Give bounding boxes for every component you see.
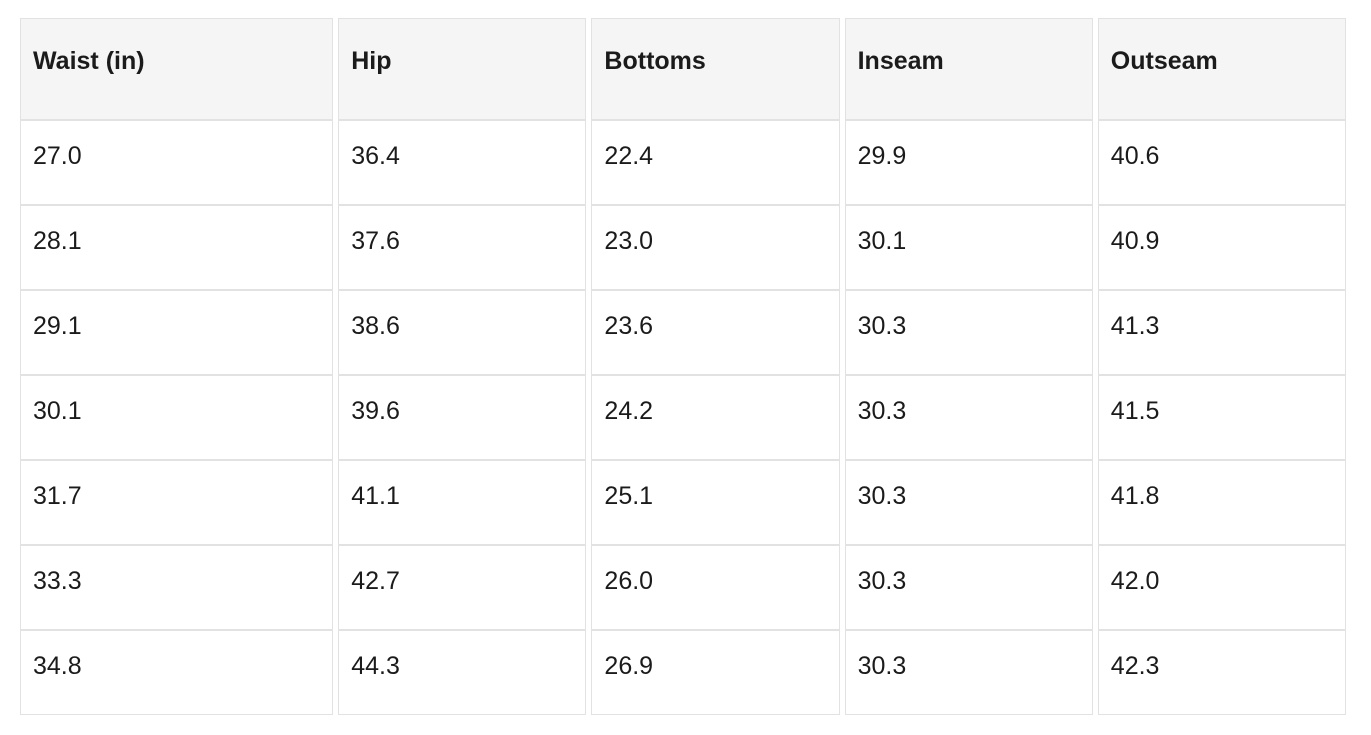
table-body: 27.0 36.4 22.4 29.9 40.6 28.1 37.6 23.0 30.1 40.9…: [20, 120, 1346, 715]
table-row: 28.1 37.6 23.0 30.1 40.9: [20, 205, 1346, 290]
table-cell: 29.1: [20, 290, 334, 375]
table-cell: 39.6: [338, 375, 587, 460]
table-cell: 23.0: [591, 205, 840, 290]
table-cell: 28.1: [20, 205, 334, 290]
table-row: 30.1 39.6 24.2 30.3 41.5: [20, 375, 1346, 460]
table-cell: 37.6: [338, 205, 587, 290]
table-cell: 25.1: [591, 460, 840, 545]
column-header-waist: Waist (in): [20, 18, 334, 120]
table-cell: 34.8: [20, 630, 334, 715]
size-chart-table: Waist (in) Hip Bottoms Inseam Outseam 27…: [15, 18, 1351, 715]
table-cell: 41.1: [338, 460, 587, 545]
table-cell: 23.6: [591, 290, 840, 375]
table-cell: 24.2: [591, 375, 840, 460]
table-cell: 42.7: [338, 545, 587, 630]
table-cell: 41.8: [1097, 460, 1346, 545]
table-cell: 30.3: [844, 630, 1093, 715]
size-chart-container: Waist (in) Hip Bottoms Inseam Outseam 27…: [15, 18, 1351, 715]
table-row: 33.3 42.7 26.0 30.3 42.0: [20, 545, 1346, 630]
table-header: Waist (in) Hip Bottoms Inseam Outseam: [20, 18, 1346, 120]
table-cell: 36.4: [338, 120, 587, 205]
table-cell: 30.3: [844, 460, 1093, 545]
column-header-inseam: Inseam: [844, 18, 1093, 120]
column-header-outseam: Outseam: [1097, 18, 1346, 120]
table-cell: 26.0: [591, 545, 840, 630]
table-cell: 30.3: [844, 290, 1093, 375]
table-cell: 26.9: [591, 630, 840, 715]
table-row: 27.0 36.4 22.4 29.9 40.6: [20, 120, 1346, 205]
column-header-hip: Hip: [338, 18, 587, 120]
table-cell: 42.3: [1097, 630, 1346, 715]
table-cell: 42.0: [1097, 545, 1346, 630]
table-cell: 41.3: [1097, 290, 1346, 375]
table-cell: 44.3: [338, 630, 587, 715]
table-cell: 33.3: [20, 545, 334, 630]
table-cell: 30.3: [844, 375, 1093, 460]
table-row: 34.8 44.3 26.9 30.3 42.3: [20, 630, 1346, 715]
column-header-bottoms: Bottoms: [591, 18, 840, 120]
table-cell: 27.0: [20, 120, 334, 205]
table-cell: 38.6: [338, 290, 587, 375]
table-cell: 31.7: [20, 460, 334, 545]
table-cell: 40.6: [1097, 120, 1346, 205]
table-cell: 30.1: [844, 205, 1093, 290]
header-row: Waist (in) Hip Bottoms Inseam Outseam: [20, 18, 1346, 120]
table-row: 29.1 38.6 23.6 30.3 41.3: [20, 290, 1346, 375]
table-cell: 30.3: [844, 545, 1093, 630]
table-cell: 30.1: [20, 375, 334, 460]
table-cell: 41.5: [1097, 375, 1346, 460]
table-cell: 29.9: [844, 120, 1093, 205]
table-cell: 22.4: [591, 120, 840, 205]
table-row: 31.7 41.1 25.1 30.3 41.8: [20, 460, 1346, 545]
table-cell: 40.9: [1097, 205, 1346, 290]
